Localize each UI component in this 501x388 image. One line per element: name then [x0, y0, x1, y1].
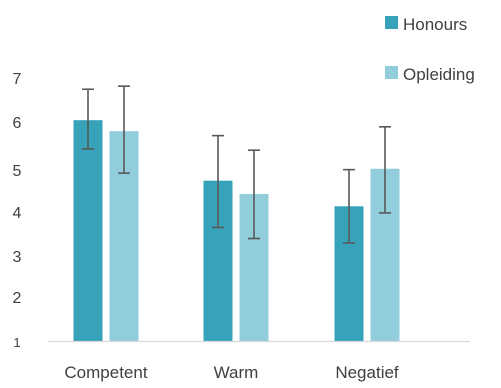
error-bar-opleiding-negatief [379, 125, 391, 214]
y-tick-label: 7 [13, 71, 22, 88]
legend-item-honours: Honours [385, 15, 467, 34]
error-bar-honours-negatief [343, 168, 355, 244]
error-bar-honours-competent [82, 88, 94, 150]
y-tick-label: 5 [13, 163, 22, 180]
bars-group [73, 120, 400, 342]
y-tick-label: 1 [13, 335, 20, 350]
legend-label: Opleiding [403, 65, 475, 84]
y-tick-label: 3 [13, 249, 22, 266]
x-axis-labels: Competent Warm Negatief [64, 363, 399, 382]
y-tick-label: 4 [13, 205, 22, 222]
error-bar-opleiding-competent [118, 85, 130, 174]
legend-item-opleiding: Opleiding [385, 65, 475, 84]
y-axis-ticks: 1 2 3 4 5 6 7 [13, 71, 22, 350]
x-tick-label: Competent [64, 363, 147, 382]
x-tick-label: Negatief [335, 363, 399, 382]
x-tick-label: Warm [214, 363, 259, 382]
legend-swatch [385, 16, 398, 29]
error-bar-opleiding-warm [248, 149, 260, 240]
error-bars-group [82, 85, 391, 244]
legend: Honours Opleiding [385, 15, 475, 84]
y-tick-label: 6 [13, 115, 22, 132]
y-tick-label: 2 [13, 290, 22, 307]
legend-swatch [385, 66, 398, 79]
error-bar-honours-warm [212, 134, 224, 229]
bar-honours-competent [73, 120, 103, 342]
legend-label: Honours [403, 15, 467, 34]
